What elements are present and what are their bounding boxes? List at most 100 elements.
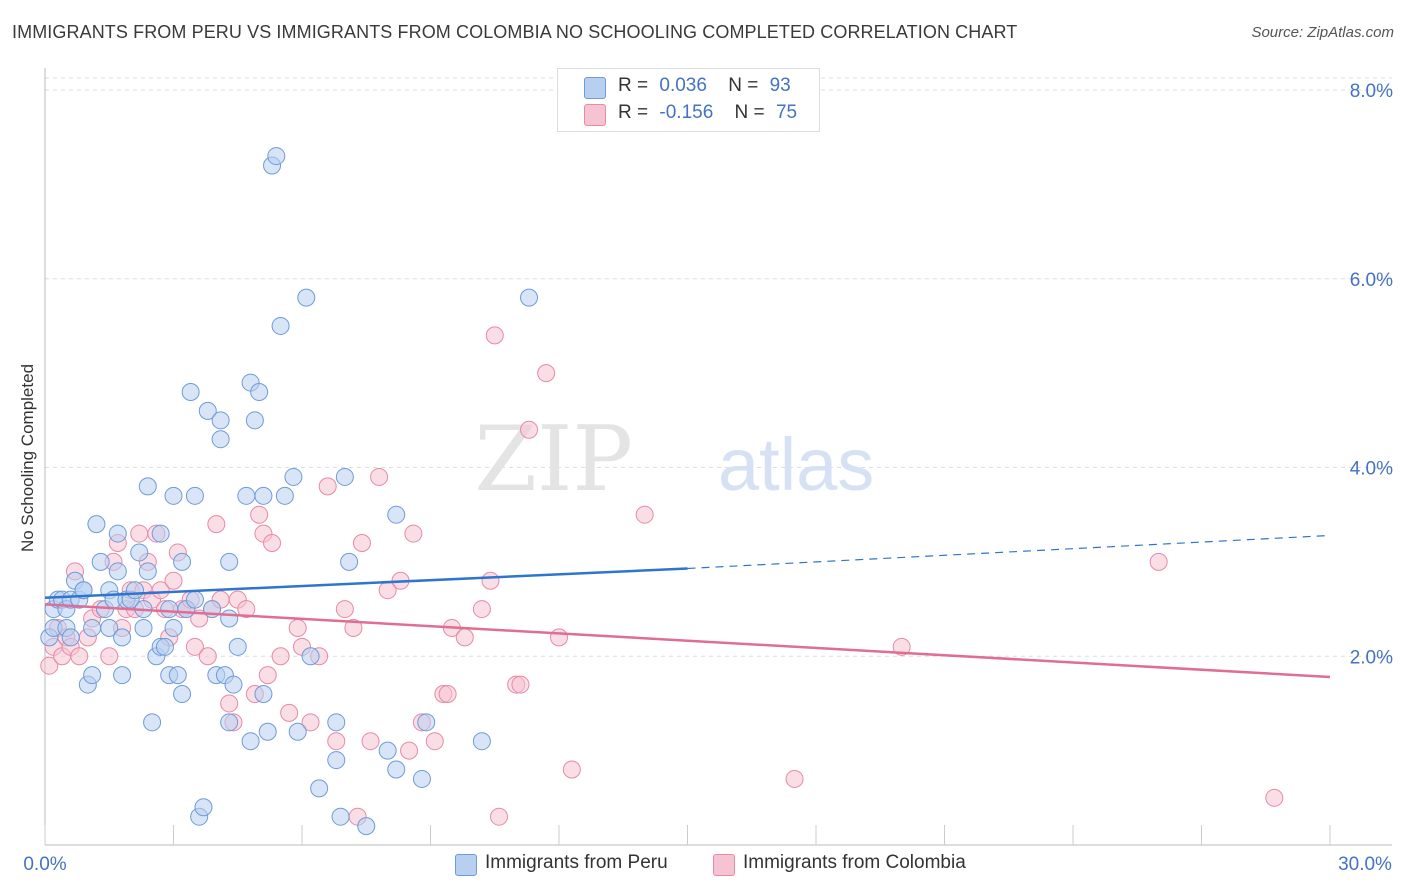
peru-point	[378, 741, 397, 760]
peru-point	[164, 486, 183, 505]
colombia-n-label: N =	[734, 102, 765, 123]
peru-point	[211, 430, 230, 449]
colombia-points	[40, 326, 1284, 826]
colombia-point	[151, 581, 170, 600]
peru-point	[211, 411, 230, 430]
peru-point	[301, 647, 320, 666]
y-tick-label: 2.0%	[1350, 647, 1393, 668]
axes	[44, 68, 1392, 846]
peru-point	[61, 628, 80, 647]
colombia-point	[198, 647, 217, 666]
peru-point	[331, 807, 350, 826]
colombia-r-label: R =	[618, 102, 649, 123]
peru-point	[327, 751, 346, 770]
colombia-point	[472, 600, 491, 619]
peru-point	[164, 618, 183, 637]
colombia-point	[352, 534, 371, 552]
colombia-point	[220, 694, 239, 713]
chart-title: IMMIGRANTS FROM PERU VS IMMIGRANTS FROM …	[12, 22, 1018, 42]
peru-point	[108, 562, 127, 581]
peru-point	[228, 637, 247, 656]
colombia-point	[635, 505, 654, 524]
colombia-point	[207, 515, 226, 534]
peru-point	[224, 675, 243, 694]
peru-point	[91, 552, 110, 571]
peru-point	[220, 609, 239, 628]
colombia-point	[185, 637, 204, 656]
peru-point	[327, 713, 346, 732]
peru-legend-swatch	[455, 854, 477, 876]
watermark-zip: ZIP	[474, 407, 633, 512]
colombia-point	[511, 675, 530, 694]
peru-point	[151, 524, 170, 543]
colombia-point	[40, 656, 59, 675]
y-tick-label: 8.0%	[1350, 81, 1393, 102]
colombia-point	[130, 524, 149, 543]
peru-point	[108, 524, 127, 543]
colombia-r-value: -0.156	[659, 102, 714, 123]
peru-point	[271, 316, 290, 335]
colombia-point	[301, 713, 320, 732]
peru-point	[185, 590, 204, 609]
colombia-legend-label: Immigrants from Colombia	[743, 852, 966, 873]
peru-point	[138, 477, 157, 496]
colombia-point	[562, 760, 581, 779]
colombia-point	[288, 618, 307, 637]
peru-point	[275, 486, 294, 505]
y-tick-label: 4.0%	[1350, 459, 1393, 480]
peru-point	[155, 637, 174, 656]
peru-point	[412, 769, 431, 788]
colombia-point	[258, 666, 277, 685]
stats-legend: R = 0.036 N = 93 R = -0.156 N = 75	[557, 68, 820, 132]
colombia-point	[1149, 552, 1168, 571]
colombia-point	[892, 637, 911, 656]
peru-point	[194, 798, 213, 817]
peru-point	[125, 581, 144, 600]
colombia-point	[271, 647, 290, 666]
peru-trend-extension	[687, 534, 1331, 570]
watermark: ZIP atlas	[474, 407, 874, 512]
peru-trend-line	[44, 567, 688, 599]
peru-point	[288, 722, 307, 741]
peru-point	[168, 666, 187, 685]
peru-point	[173, 685, 192, 703]
colombia-point	[250, 505, 269, 524]
colombia-point	[344, 618, 363, 637]
colombia-point	[400, 741, 419, 760]
peru-point	[113, 666, 132, 685]
peru-point	[340, 552, 359, 571]
colombia-point	[1265, 788, 1284, 807]
peru-point	[472, 732, 491, 751]
colombia-point	[70, 647, 89, 666]
colombia-point	[327, 732, 346, 751]
peru-n-value: 93	[769, 75, 791, 96]
peru-point	[237, 486, 256, 505]
colombia-point	[438, 685, 457, 703]
source-label: Source: ZipAtlas.com	[1251, 24, 1394, 41]
tick-labels: 2.0% 4.0% 6.0% 8.0% 0.0% 30.0%	[23, 81, 1393, 875]
peru-point	[83, 618, 102, 637]
grid-lines	[45, 77, 1392, 657]
peru-point	[254, 486, 273, 505]
colombia-trend-line	[44, 603, 1331, 679]
peru-point	[250, 383, 269, 401]
x-tick-label: 0.0%	[23, 854, 66, 875]
peru-point	[130, 543, 149, 562]
colombia-point	[280, 703, 299, 722]
peru-point	[245, 411, 264, 430]
peru-point	[74, 581, 93, 600]
colombia-point	[550, 628, 568, 647]
peru-point	[520, 288, 539, 307]
colombia-point	[237, 600, 256, 619]
peru-point	[387, 760, 406, 779]
peru-point	[267, 147, 286, 166]
colombia-n-value: 75	[775, 102, 798, 123]
peru-legend-label: Immigrants from Peru	[485, 852, 668, 873]
watermark-atlas: atlas	[718, 423, 874, 506]
peru-r-label: R =	[618, 75, 649, 96]
colombia-point	[490, 807, 509, 826]
peru-point	[143, 713, 162, 732]
colombia-point	[318, 477, 337, 496]
colombia-point	[537, 364, 556, 383]
peru-point	[160, 600, 179, 619]
